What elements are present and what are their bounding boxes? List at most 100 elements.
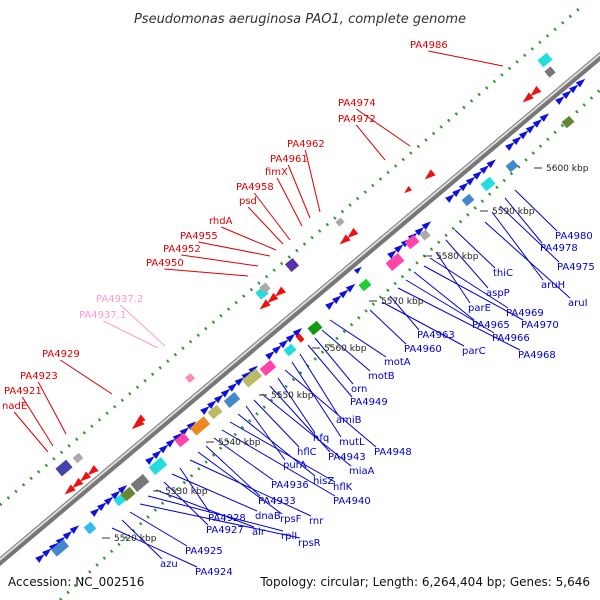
lower-gene-label[interactable]: rnr — [309, 516, 324, 527]
gene-block[interactable] — [307, 320, 323, 336]
lower-gene-label[interactable]: aruH — [541, 280, 565, 291]
gene-arrow[interactable] — [530, 85, 542, 97]
gene-block[interactable] — [561, 115, 575, 129]
lower-gene-label[interactable]: PA4936 — [271, 480, 309, 491]
gene-block[interactable] — [295, 333, 305, 343]
lower-gene-label[interactable]: thiC — [493, 268, 513, 279]
gene-block[interactable] — [480, 176, 496, 192]
lower-gene-label[interactable]: hfq — [313, 433, 329, 444]
gene-arrow[interactable] — [172, 432, 183, 442]
lower-gene-label[interactable]: PA4960 — [404, 344, 442, 355]
gene-arrow[interactable] — [79, 471, 92, 482]
upper-gene-label[interactable]: PA4986 — [410, 40, 448, 51]
gene-block[interactable] — [283, 343, 297, 357]
lower-gene-label[interactable]: PA4968 — [518, 350, 556, 361]
lower-gene-label[interactable]: PA4970 — [521, 320, 559, 331]
gene-arrow[interactable] — [110, 490, 121, 500]
gene-block[interactable] — [207, 404, 223, 420]
lower-gene-label[interactable]: parE — [468, 303, 491, 314]
gene-arrow[interactable] — [165, 438, 176, 448]
upper-gene-label[interactable]: PA4958 — [236, 182, 274, 193]
gene-block[interactable] — [189, 416, 211, 436]
gene-arrow[interactable] — [207, 400, 217, 410]
gene-arrow[interactable] — [424, 169, 436, 180]
gene-arrow[interactable] — [103, 496, 114, 506]
gene-block[interactable] — [120, 486, 136, 502]
gene-arrow[interactable] — [518, 130, 529, 140]
gene-block[interactable] — [259, 360, 277, 376]
gene-arrow[interactable] — [274, 286, 287, 297]
gene-block[interactable] — [174, 432, 190, 448]
gene-arrow[interactable] — [575, 78, 586, 88]
gene-arrow[interactable] — [278, 339, 289, 349]
lower-gene-label[interactable]: PA4969 — [506, 308, 544, 319]
gene-arrow[interactable] — [472, 170, 483, 180]
lower-gene-label[interactable]: parC — [462, 346, 486, 357]
upper-gene-label[interactable]: PA4961 — [270, 154, 308, 165]
gene-block[interactable] — [505, 159, 519, 173]
gene-block[interactable] — [404, 234, 420, 250]
lower-gene-label[interactable]: amiB — [336, 415, 362, 426]
gene-arrow[interactable] — [267, 292, 279, 304]
upper-gene-label[interactable]: PA4937.1 — [79, 310, 126, 321]
gene-block[interactable] — [335, 217, 345, 227]
gene-arrow[interactable] — [445, 194, 455, 203]
lower-gene-label[interactable]: hflK — [333, 482, 353, 493]
gene-arrow[interactable] — [69, 525, 80, 534]
gene-arrow[interactable] — [97, 502, 107, 512]
gene-arrow[interactable] — [248, 365, 258, 375]
gene-arrow[interactable] — [452, 188, 462, 198]
lower-gene-label[interactable]: dnaB — [255, 511, 281, 522]
gene-arrow[interactable] — [522, 92, 534, 103]
gene-arrow[interactable] — [421, 221, 432, 230]
gene-arrow[interactable] — [90, 508, 100, 517]
lower-gene-label[interactable]: mutL — [339, 437, 365, 448]
upper-gene-label[interactable]: PA4972 — [338, 114, 376, 125]
lower-gene-label[interactable]: motA — [384, 357, 411, 368]
lower-gene-label[interactable]: azu — [160, 559, 178, 570]
lower-gene-label[interactable]: PA4978 — [540, 243, 578, 254]
gene-arrow[interactable] — [265, 351, 275, 360]
gene-arrow[interactable] — [353, 266, 362, 275]
lower-gene-label[interactable]: purA — [283, 460, 307, 471]
gene-arrow[interactable] — [152, 450, 162, 460]
gene-arrow[interactable] — [292, 327, 303, 337]
gene-arrow[interactable] — [347, 227, 359, 239]
gene-block[interactable] — [83, 521, 97, 535]
lower-gene-label[interactable]: aspP — [486, 288, 510, 299]
upper-gene-label[interactable]: PA4923 — [20, 371, 58, 382]
gene-arrow[interactable] — [555, 96, 565, 105]
gene-arrow[interactable] — [505, 142, 515, 151]
gene-arrow[interactable] — [532, 118, 543, 128]
lower-gene-label[interactable]: miaA — [349, 466, 375, 477]
gene-arrow[interactable] — [272, 345, 282, 355]
gene-block[interactable] — [148, 457, 168, 475]
gene-arrow[interactable] — [35, 554, 45, 563]
upper-gene-label[interactable]: PA4974 — [338, 98, 376, 109]
gene-arrow[interactable] — [179, 427, 190, 436]
lower-gene-label[interactable]: PA4940 — [333, 496, 371, 507]
upper-gene-label[interactable]: fimX — [265, 167, 288, 178]
gene-arrow[interactable] — [562, 90, 572, 100]
gene-arrow[interactable] — [186, 421, 196, 431]
gene-arrow[interactable] — [42, 548, 52, 558]
lower-gene-label[interactable]: PA4980 — [555, 231, 593, 242]
lower-gene-label[interactable]: rplI — [281, 531, 297, 542]
lower-gene-label[interactable]: hflC — [297, 447, 317, 458]
lower-gene-label[interactable]: PA4949 — [350, 397, 388, 408]
gene-arrow[interactable] — [158, 444, 169, 454]
gene-arrow[interactable] — [414, 226, 425, 236]
gene-arrow[interactable] — [200, 406, 210, 415]
gene-arrow[interactable] — [339, 234, 351, 245]
upper-gene-label[interactable]: PA4937.2 — [96, 294, 143, 305]
lower-gene-label[interactable]: PA4924 — [195, 567, 233, 578]
lower-gene-label[interactable]: motB — [368, 371, 395, 382]
lower-gene-label[interactable]: rpsR — [298, 538, 321, 549]
gene-arrow[interactable] — [465, 176, 476, 186]
gene-arrow[interactable] — [479, 165, 490, 174]
gene-block[interactable] — [461, 193, 475, 207]
gene-block[interactable] — [130, 474, 150, 492]
gene-block[interactable] — [544, 66, 556, 78]
upper-gene-label[interactable]: PA4962 — [287, 139, 325, 150]
lower-gene-label[interactable]: aruI — [568, 298, 588, 309]
